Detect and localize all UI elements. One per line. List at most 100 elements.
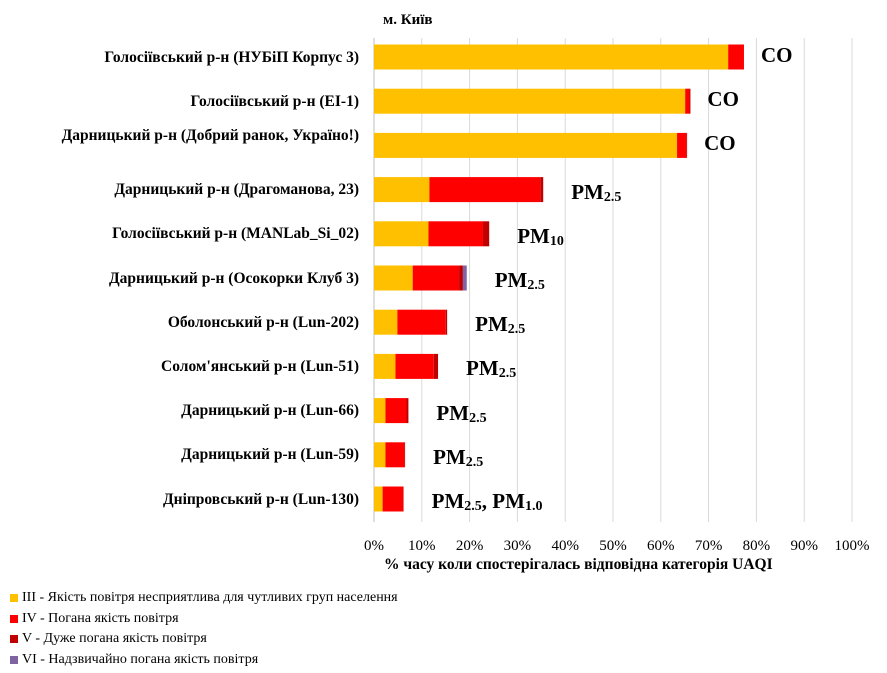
chart-title: м. Київ	[383, 12, 433, 28]
pollutant-text: , PM	[481, 489, 525, 513]
pollutant-label: PM2.5	[495, 268, 545, 294]
bar-segment-4	[397, 309, 446, 335]
x-tick-label: 70%	[694, 538, 723, 554]
category-label: Дарницький р-н (Добрий ранок, Україно!)	[61, 127, 359, 145]
bar-segment-3	[374, 177, 430, 203]
category-label: Дарницький р-н (Драгоманова, 23)	[114, 181, 359, 199]
bar-segment-3	[374, 265, 413, 291]
x-tick-label: 80%	[742, 538, 771, 554]
category-label: Солом'янський р-н (Lun-51)	[161, 357, 359, 375]
pollutant-label: CO	[707, 87, 739, 113]
bar-segment-3	[374, 398, 386, 424]
category-label: Голосіївський р-н (EI-1)	[190, 92, 359, 110]
bar-segment-4	[382, 486, 404, 512]
bar-segment-3	[374, 353, 396, 379]
bar-segment-5	[689, 88, 691, 114]
pollutant-text: PM	[466, 356, 499, 381]
pollutant-text: PM	[571, 179, 604, 204]
pollutant-text: 2.5	[465, 454, 484, 470]
legend-label: VI - Надзвичайно погана якість повітря	[22, 651, 259, 667]
x-tick-label: 20%	[455, 538, 484, 554]
x-tick-label: 100%	[834, 538, 870, 554]
bar-segment-5	[406, 398, 409, 424]
pollutant-text: CO	[760, 43, 793, 67]
bar-segment-3	[374, 132, 678, 158]
legend-item: IV - Погана якість повітря	[10, 611, 179, 627]
pollutant-text: 2.5	[469, 410, 487, 426]
pollutant-label: CO	[761, 43, 793, 69]
pollutant-label: CO	[704, 131, 736, 157]
category-label: Голосіївський р-н (НУБіП Корпус 3)	[104, 48, 359, 66]
bar-segment-3	[374, 44, 729, 70]
pollutant-label: PM2.5, PM1.0	[432, 489, 543, 515]
legend-swatch	[10, 635, 18, 643]
pollutant-label: PM2.5	[433, 445, 483, 471]
pollutant-text: PM	[433, 444, 466, 469]
x-tick-label: 50%	[599, 538, 627, 554]
x-tick-label: 60%	[647, 538, 675, 554]
x-tick-label: 10%	[408, 538, 436, 554]
pollutant-text: PM	[475, 312, 508, 337]
legend-item: V - Дуже погана якість повітря	[10, 631, 207, 647]
bar-segment-3	[374, 221, 429, 247]
legend-swatch	[10, 594, 18, 602]
pollutant-text: 1.0	[524, 499, 543, 514]
pollutant-label: PM2.5	[466, 356, 516, 382]
pollutant-text: CO	[707, 87, 739, 112]
bar-segment-4	[429, 177, 541, 203]
pollutant-label: PM2.5	[436, 401, 486, 427]
legend-swatch	[10, 655, 18, 664]
pollutant-text: PM	[517, 223, 550, 248]
legend-label: V - Дуже погана якість повітря	[22, 631, 207, 646]
bar-segment-6	[462, 265, 467, 291]
bar-segment-4	[428, 221, 483, 247]
legend-label: III - Якість повітря несприятлива для чу…	[22, 590, 398, 605]
pollutant-text: 2.5	[603, 189, 622, 205]
bar-segment-4	[385, 442, 405, 468]
bar-segment-5	[433, 353, 439, 379]
category-label: Оболонський р-н (Lun-202)	[167, 313, 359, 331]
pollutant-label: PM10	[517, 224, 564, 250]
pollutant-text: PM	[436, 400, 470, 425]
bar-segment-4	[395, 353, 434, 379]
bar-segment-4	[677, 132, 687, 158]
pollutant-text: 2.5	[527, 278, 545, 293]
x-tick-label: 30%	[503, 538, 532, 554]
bar-segment-3	[374, 88, 686, 114]
pollutant-text: 2.5	[507, 322, 526, 338]
pollutant-text: PM	[494, 268, 528, 292]
bar-segment-3	[374, 309, 398, 335]
bar-segment-4	[685, 88, 690, 114]
pollutant-text: CO	[704, 131, 736, 156]
bar-segment-4	[728, 44, 744, 70]
bar-segment-5	[540, 177, 544, 203]
bar-segment-4	[385, 398, 407, 424]
legend-swatch	[10, 614, 18, 623]
pollutant-text: 10	[549, 233, 564, 249]
bar-segment-4	[412, 265, 460, 291]
legend-label: IV - Погана якість повітря	[22, 610, 179, 626]
x-tick-label: 90%	[790, 538, 818, 554]
bar-segment-5	[459, 265, 463, 291]
legend-item: VI - Надзвичайно погана якість повітря	[10, 652, 258, 668]
x-tick-label: 40%	[551, 538, 579, 554]
bar-segment-3	[374, 486, 383, 512]
bar-segment-5	[482, 221, 490, 247]
pollutant-text: 2.5	[464, 499, 482, 514]
category-label: Дніпровський р-н (Lun-130)	[162, 490, 359, 508]
pollutant-text: 2.5	[498, 366, 517, 382]
category-label: Голосіївський р-н (MANLab_Si_02)	[112, 225, 359, 243]
category-label: Дарницький р-н (Lun-59)	[181, 446, 359, 464]
bar-segment-3	[374, 442, 386, 468]
x-axis-title: % часу коли спостерігалась відповідна ка…	[384, 556, 773, 573]
pollutant-text: PM	[431, 489, 465, 513]
x-tick-label: 0%	[364, 538, 384, 554]
legend-item: III - Якість повітря несприятлива для чу…	[10, 590, 398, 606]
category-label: Дарницький р-н (Осокорки Клуб 3)	[109, 269, 359, 287]
bar-segment-5	[445, 309, 448, 335]
pollutant-label: PM2.5	[475, 312, 525, 338]
category-label: Дарницький р-н (Lun-66)	[181, 402, 359, 420]
pollutant-label: PM2.5	[571, 180, 621, 206]
